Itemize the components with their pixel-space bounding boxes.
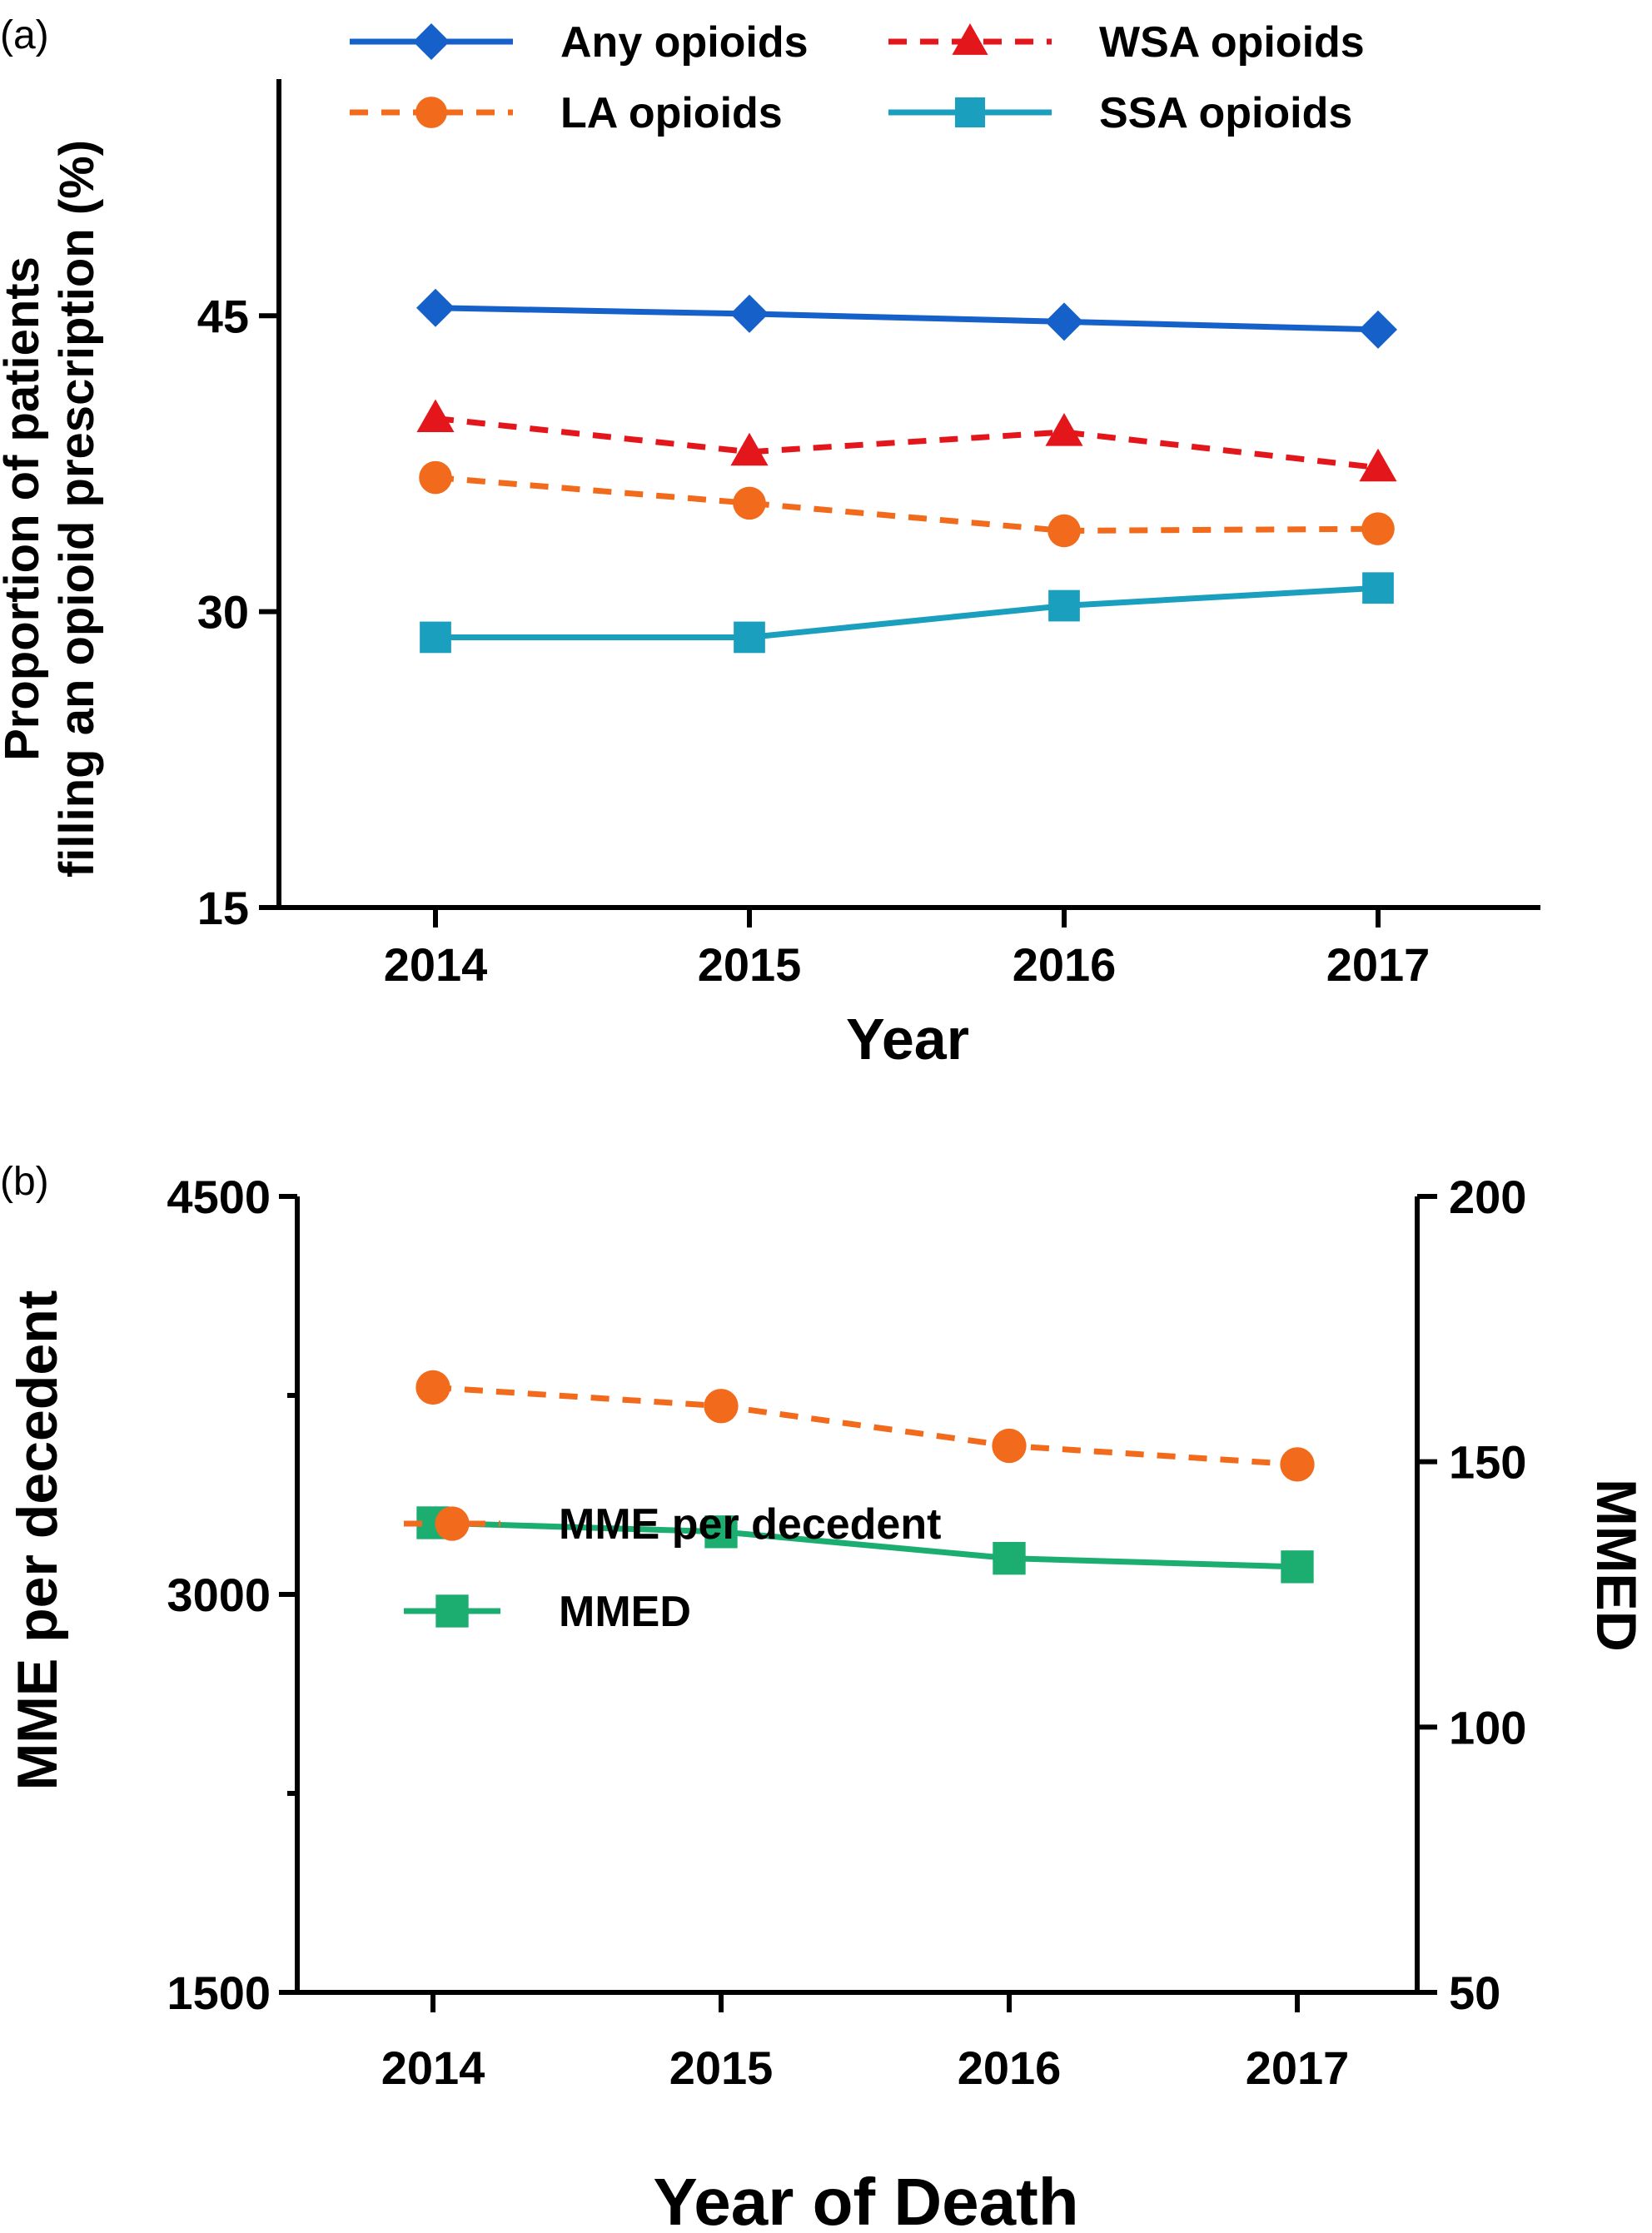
legend-label-wsa-opioids: WSA opioids xyxy=(1099,18,1365,67)
data-point-la-opioids xyxy=(733,486,766,520)
legend-label-ssa-opioids: SSA opioids xyxy=(1099,89,1352,137)
panel-a-y-tick-label: 45 xyxy=(197,290,249,342)
panel-b-x-tick-label: 2016 xyxy=(958,2042,1062,2094)
legend-marker-la-opioids xyxy=(415,97,447,128)
data-point-wsa-opioids xyxy=(1045,413,1083,446)
panel-b-right-y-tick-label: 50 xyxy=(1449,1967,1500,2019)
series-any-opioids xyxy=(416,288,1397,349)
data-point-mmed xyxy=(993,1541,1026,1575)
series-mme-per-decedent xyxy=(415,1370,1315,1482)
legend-item-ssa-opioids: SSA opioids xyxy=(888,89,1352,137)
legend-item-la-opioids: LA opioids xyxy=(350,89,783,137)
data-point-any-opioids xyxy=(416,288,455,327)
data-point-ssa-opioids xyxy=(734,621,765,654)
panel-b-label: (b) xyxy=(0,1160,49,1204)
series-ssa-opioids xyxy=(420,572,1394,654)
panel-b-right-y-tick-label: 100 xyxy=(1449,1701,1526,1753)
panel-a-x-tick-label: 2014 xyxy=(384,938,488,991)
data-point-mmed xyxy=(704,1515,738,1549)
legend-marker-mme-per-decedent xyxy=(435,1506,470,1541)
legend-marker-wsa-opioids xyxy=(952,23,988,55)
legend-item-wsa-opioids: WSA opioids xyxy=(888,18,1365,67)
legend-marker-any-opioids xyxy=(413,23,450,60)
data-point-mme-per-decedent xyxy=(415,1370,450,1405)
panel-b-series xyxy=(415,1370,1315,1584)
panel-b-chart: (b) MME per decedent MMED Year of Death … xyxy=(0,1160,1648,2233)
series-line-la-opioids xyxy=(435,475,1379,535)
data-point-any-opioids xyxy=(1359,310,1397,349)
legend-item-any-opioids: Any opioids xyxy=(350,18,809,67)
panel-b-left-y-tick-label: 3000 xyxy=(167,1569,271,1621)
legend-label-any-opioids: Any opioids xyxy=(560,18,809,67)
panel-b-ylabel-left: MME per decedent xyxy=(6,1291,69,1791)
panel-a-x-tick-label: 2015 xyxy=(698,938,802,991)
panel-b-right-y-tick-label: 200 xyxy=(1449,1171,1526,1223)
series-line-mmed xyxy=(432,1519,1298,1570)
panel-b-x-tick-label: 2014 xyxy=(381,2042,485,2094)
panel-a-y-tick-label: 15 xyxy=(197,882,249,934)
panel-a-x-tick-label: 2017 xyxy=(1326,938,1431,991)
series-line-mme-per-decedent xyxy=(432,1384,1298,1468)
legend-marker-ssa-opioids xyxy=(954,97,986,128)
series-line-wsa-opioids xyxy=(435,415,1379,471)
series-mmed xyxy=(416,1506,1314,1584)
panel-b-legend: MME per decedent MMED xyxy=(404,1500,941,1636)
panel-a-ylabel-line1: Proportion of patients xyxy=(0,256,49,761)
panel-a-y-tick-label: 30 xyxy=(197,586,249,639)
legend-label-mmed: MMED xyxy=(559,1588,691,1636)
legend-item-mme-per-decedent: MME per decedent xyxy=(404,1500,941,1549)
legend-item-mmed: MMED xyxy=(404,1588,691,1636)
data-point-any-opioids xyxy=(730,294,769,333)
data-point-wsa-opioids xyxy=(416,399,455,433)
series-la-opioids xyxy=(419,460,1395,548)
legend-label-mme-per-decedent: MME per decedent xyxy=(559,1500,941,1549)
panel-b-x-tick-label: 2017 xyxy=(1246,2042,1350,2094)
data-point-ssa-opioids xyxy=(1048,589,1080,622)
series-line-any-opioids xyxy=(435,305,1379,333)
data-point-wsa-opioids xyxy=(1359,448,1397,482)
panel-a-series xyxy=(416,288,1397,654)
data-point-ssa-opioids xyxy=(420,621,451,654)
panel-b-left-y-tick-label: 4500 xyxy=(167,1171,271,1223)
data-point-mme-per-decedent xyxy=(992,1428,1027,1464)
panel-b-ylabel-right: MMED xyxy=(1585,1479,1648,1652)
panel-a-legend: Any opioids WSA opioids LA opioids SSA opio… xyxy=(350,18,1365,137)
legend-label-la-opioids: LA opioids xyxy=(560,89,783,137)
data-point-mme-per-decedent xyxy=(1280,1447,1315,1482)
data-point-ssa-opioids xyxy=(1362,572,1394,604)
data-point-la-opioids xyxy=(419,460,452,495)
data-point-la-opioids xyxy=(1361,512,1395,545)
series-wsa-opioids xyxy=(416,399,1397,482)
data-point-mmed xyxy=(1281,1550,1314,1584)
panel-b-right-y-tick-label: 150 xyxy=(1449,1436,1526,1489)
panel-a-tick-labels: 15 30 45 2014 2015 2016 2017 xyxy=(197,290,1431,991)
data-point-la-opioids xyxy=(1047,514,1081,548)
legend-marker-mmed xyxy=(435,1594,469,1628)
panel-a-axes xyxy=(259,79,1540,928)
panel-b-xlabel: Year of Death xyxy=(653,2165,1078,2233)
panel-b-left-y-tick-label: 1500 xyxy=(167,1967,271,2019)
series-line-ssa-opioids xyxy=(435,584,1379,640)
data-point-any-opioids xyxy=(1045,302,1083,341)
panel-b-x-tick-label: 2015 xyxy=(669,2042,774,2094)
panel-a-xlabel: Year xyxy=(846,1007,969,1072)
panel-a-label: (a) xyxy=(0,13,49,57)
panel-b-tick-labels: 1500 3000 4500 50 100 150 200 2014 2015 2016 2017 xyxy=(167,1171,1526,2094)
data-point-mme-per-decedent xyxy=(704,1389,739,1424)
panel-a-ylabel-line2: filling an opioid prescription (%) xyxy=(50,140,104,878)
panel-a-chart: (a) Proportion of patients filling an op… xyxy=(0,13,1540,1072)
panel-b-axes xyxy=(279,1194,1437,2012)
data-point-wsa-opioids xyxy=(730,432,769,466)
panel-a-x-tick-label: 2016 xyxy=(1013,938,1117,991)
